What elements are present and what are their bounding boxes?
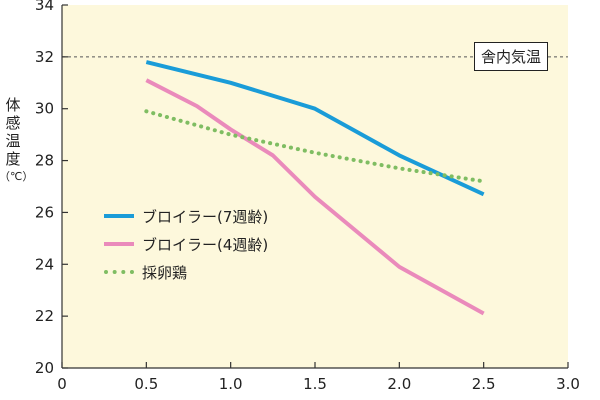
legend: ブロイラー(7週齢) ブロイラー(4週齢) 採卵鶏	[104, 202, 268, 286]
legend-label: ブロイラー(7週齢)	[142, 207, 269, 226]
series-group	[144, 60, 486, 316]
y-axis-title-char: 体	[5, 96, 21, 114]
y-axis-title-char: （℃）	[0, 170, 34, 183]
reference-line-label: 舎内気温	[474, 42, 549, 71]
axes	[61, 4, 569, 369]
y-axis-title-char: 温	[5, 132, 21, 150]
series-line-1	[145, 60, 485, 197]
y-tick-label: 26	[35, 203, 54, 221]
x-tick-label: 1.5	[303, 375, 327, 393]
legend-swatch	[104, 242, 134, 246]
tick-labels: 20 22 24 26 28 30 32 34 0 0.5 1.0 1.5 2.0 2.5 3.0	[35, 0, 580, 393]
series-line-3	[144, 109, 486, 184]
x-tick-label: 0.5	[134, 375, 158, 393]
series-line-2	[145, 78, 485, 316]
x-tick-label: 2.0	[387, 375, 411, 393]
legend-item: ブロイラー(7週齢)	[104, 202, 268, 230]
x-tick-label: 0	[57, 375, 67, 393]
y-tick-label: 22	[35, 307, 54, 325]
y-tick-label: 20	[35, 359, 54, 377]
y-tick-label: 32	[35, 48, 54, 66]
y-tick-label: 24	[35, 255, 54, 273]
legend-swatch	[104, 270, 134, 274]
y-axis-title-char: 感	[5, 114, 21, 132]
x-tick-label: 2.5	[472, 375, 496, 393]
y-tick-label: 30	[35, 100, 54, 118]
y-axis-title: 体感温度 （℃）	[0, 96, 34, 186]
y-tick-label: 34	[35, 0, 54, 14]
legend-label: ブロイラー(4週齢)	[142, 235, 269, 254]
legend-label: 採卵鶏	[142, 263, 188, 282]
legend-item: ブロイラー(4週齢)	[104, 230, 268, 258]
x-tick-label: 3.0	[556, 375, 580, 393]
legend-item: 採卵鶏	[104, 258, 268, 286]
y-axis-title-char: 度	[5, 150, 21, 168]
x-tick-label: 1.0	[219, 375, 243, 393]
y-tick-label: 28	[35, 152, 54, 170]
legend-swatch	[104, 214, 134, 218]
